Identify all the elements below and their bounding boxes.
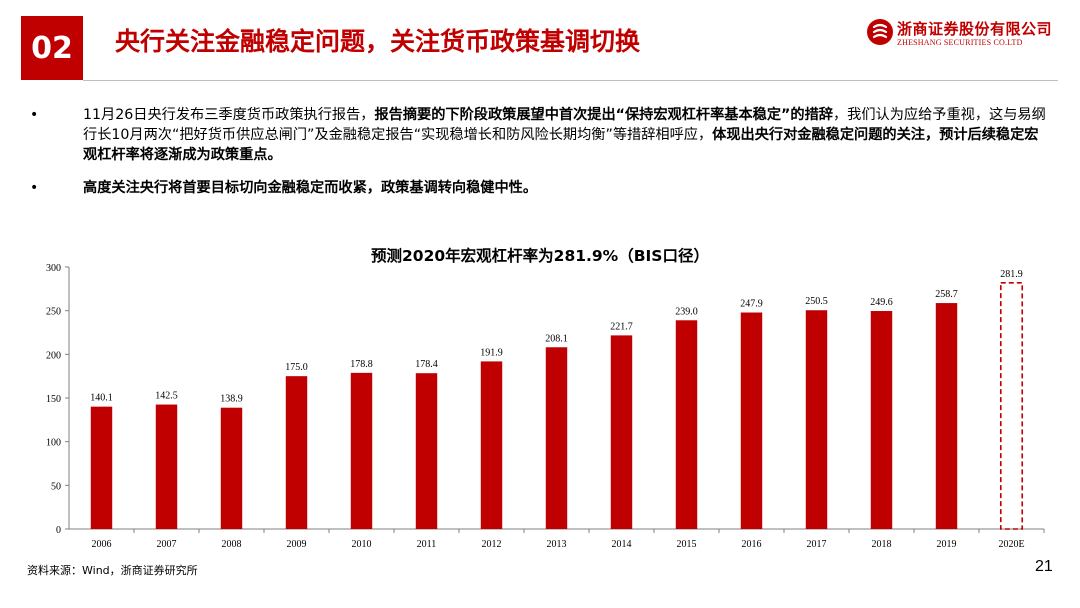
x-tick-label: 2012 <box>482 539 502 550</box>
bar <box>90 406 113 529</box>
y-tick-label: 150 <box>46 394 61 405</box>
x-tick-label: 2016 <box>742 539 762 550</box>
slide-title: 央行关注金融稳定问题，关注货币政策基调切换 <box>115 27 641 56</box>
x-tick-label: 2008 <box>222 539 242 550</box>
x-tick-label: 2006 <box>92 539 112 550</box>
y-tick-label: 100 <box>46 438 61 449</box>
x-tick-label: 2011 <box>417 539 437 550</box>
data-label: 250.5 <box>805 296 828 307</box>
chart-title: 预测2020年宏观杠杆率为281.9%（BIS口径） <box>371 247 709 265</box>
bar <box>350 372 373 529</box>
x-tick-label: 2018 <box>872 539 892 550</box>
logo-mark-icon <box>867 19 893 45</box>
x-tick-label: 2015 <box>677 539 697 550</box>
data-label: 249.6 <box>870 297 893 308</box>
bullet-dot-icon: • <box>30 180 39 196</box>
logo-name-en: ZHESHANG SECURITIES CO.LTD <box>897 38 1023 47</box>
bar <box>610 335 633 529</box>
y-tick-label: 300 <box>46 263 61 274</box>
bullet-text-bold: 高度关注央行将首要目标切向金融稳定而收紧，政策基调转向稳健中性。 <box>83 180 538 196</box>
x-tick-label: 2010 <box>352 539 372 550</box>
x-tick-label: 2014 <box>612 539 632 550</box>
y-tick-label: 0 <box>56 525 61 536</box>
bullet-text-part: 11月26日央行发布三季度货币政策执行报告， <box>83 107 375 123</box>
bar <box>285 376 308 529</box>
data-label: 178.8 <box>350 359 373 370</box>
data-label: 239.0 <box>675 306 698 317</box>
data-label: 247.9 <box>740 299 763 310</box>
bar <box>155 404 178 529</box>
data-label: 258.7 <box>935 289 958 300</box>
bar <box>545 347 568 529</box>
x-tick-label: 2007 <box>157 539 177 550</box>
bar <box>220 407 243 529</box>
page-number: 21 <box>1035 558 1053 575</box>
section-number-badge: 02 <box>21 16 83 80</box>
bar <box>675 320 698 529</box>
bar <box>935 303 958 529</box>
data-label: 138.9 <box>220 394 243 405</box>
data-label: 281.9 <box>1000 269 1023 280</box>
data-label: 178.4 <box>415 359 438 370</box>
x-tick-label: 2019 <box>937 539 957 550</box>
data-label: 191.9 <box>480 347 503 358</box>
bullet-text-bold: 报告摘要的下阶段政策展望中首次提出“保持宏观杠杆率基本稳定”的措辞 <box>374 107 833 123</box>
title-divider <box>83 80 1058 81</box>
data-label: 175.0 <box>285 362 308 373</box>
bullet-item: • 11月26日央行发布三季度货币政策执行报告，报告摘要的下阶段政策展望中首次提… <box>30 105 1050 165</box>
bullet-text-bold: 体现出央行对金融稳定问题的关注，预计后续稳定宏观杠杆率将逐渐成为政策重点。 <box>83 127 1039 163</box>
bar <box>870 311 893 529</box>
source-note: 资料来源：Wind，浙商证券研究所 <box>27 564 198 577</box>
x-tick-label: 2013 <box>547 539 567 550</box>
logo-name-cn: 浙商证券股份有限公司 <box>897 20 1053 38</box>
y-tick-label: 250 <box>46 307 61 318</box>
bullet-list: • 11月26日央行发布三季度货币政策执行报告，报告摘要的下阶段政策展望中首次提… <box>30 105 1050 211</box>
bar <box>480 361 503 529</box>
bullet-text-part: ，我们认为应给予重视，这与易纲行长10月两次“把好货币供应总闸门”及金融稳定报告… <box>83 107 1046 143</box>
forecast-bar <box>999 282 1024 530</box>
bullet-item: • 高度关注央行将首要目标切向金融稳定而收紧，政策基调转向稳健中性。 <box>30 178 1050 198</box>
company-logo: 浙商证券股份有限公司 ZHESHANG SECURITIES CO.LTD <box>866 16 1056 52</box>
bar <box>740 312 763 529</box>
y-tick-label: 50 <box>51 481 61 492</box>
bar <box>805 310 828 529</box>
data-label: 221.7 <box>610 321 633 332</box>
x-tick-label: 2009 <box>287 539 307 550</box>
x-tick-label: 2017 <box>807 539 827 550</box>
bar <box>415 373 438 529</box>
data-label: 208.1 <box>545 333 568 344</box>
data-label: 142.5 <box>155 391 178 402</box>
y-tick-label: 200 <box>46 350 61 361</box>
x-tick-label: 2020E <box>998 539 1024 550</box>
data-label: 140.1 <box>90 393 113 404</box>
bullet-dot-icon: • <box>30 107 39 123</box>
